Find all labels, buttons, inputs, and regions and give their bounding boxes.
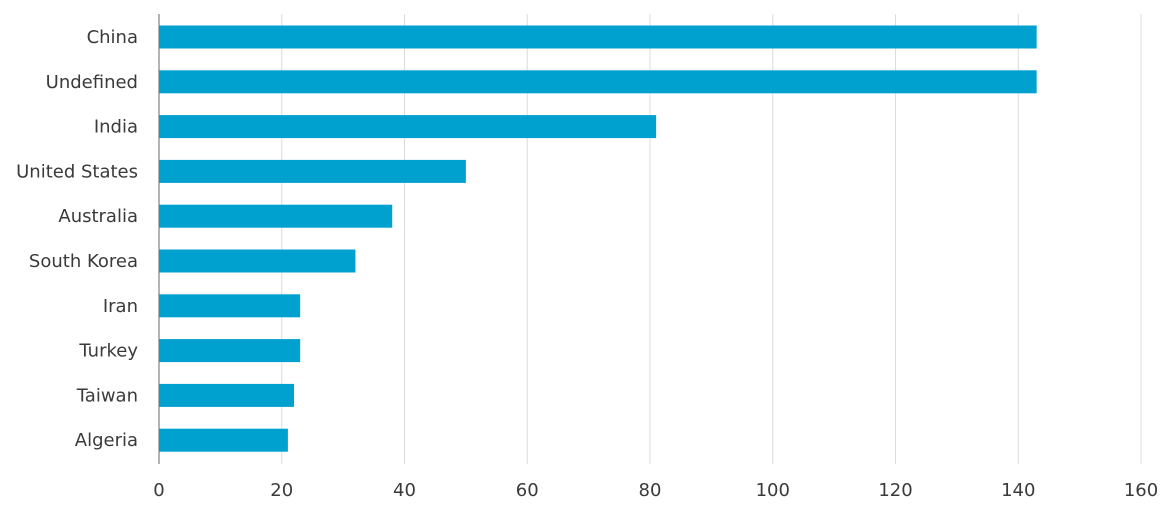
- bar: [159, 339, 301, 363]
- x-tick-label: 120: [878, 480, 912, 501]
- bar: [159, 294, 301, 318]
- category-label: Taiwan: [76, 385, 138, 406]
- x-tick-labels: 0 20 40 60 80 100 120 140 160: [153, 480, 1158, 501]
- x-tick-label: 100: [756, 480, 790, 501]
- x-tick-label: 40: [393, 480, 416, 501]
- x-tick-label: 20: [270, 480, 293, 501]
- category-labels: China Undefined India United States Australi…: [16, 27, 138, 451]
- bars: [159, 25, 1037, 452]
- x-tick-label: 140: [1001, 480, 1035, 501]
- category-label: Algeria: [75, 430, 138, 451]
- category-label: Turkey: [78, 341, 138, 362]
- bar: [159, 249, 356, 273]
- bar: [159, 159, 466, 183]
- category-label: South Korea: [29, 251, 138, 272]
- bar: [159, 70, 1037, 94]
- x-tick-label: 0: [153, 480, 164, 501]
- bar: [159, 25, 1037, 49]
- category-label: United States: [16, 161, 138, 182]
- bar: [159, 204, 393, 228]
- category-label: China: [87, 27, 138, 48]
- x-tick-label: 80: [639, 480, 662, 501]
- category-label: Iran: [103, 296, 138, 317]
- bar: [159, 115, 657, 139]
- x-tick-label: 60: [516, 480, 539, 501]
- bar: [159, 383, 295, 407]
- category-label: India: [94, 117, 138, 138]
- x-tick-label: 160: [1124, 480, 1158, 501]
- category-label: Australia: [58, 206, 138, 227]
- category-label: Undefined: [46, 72, 138, 93]
- bar: [159, 428, 288, 452]
